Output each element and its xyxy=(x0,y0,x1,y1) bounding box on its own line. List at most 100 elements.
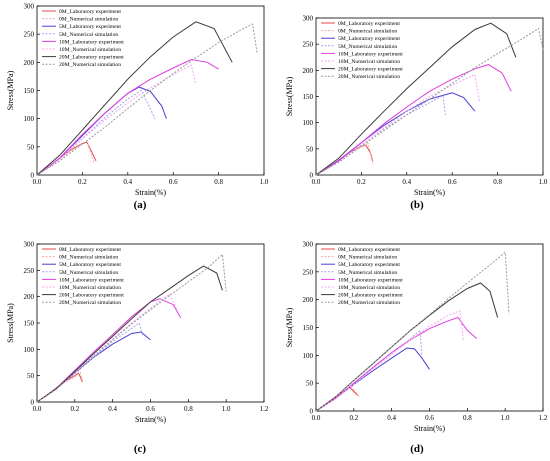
series-line-2 xyxy=(36,331,151,403)
legend-label: 20M_Laboratory experiment xyxy=(59,55,124,61)
series-line-2 xyxy=(36,86,167,176)
chart-panel-b: 0.0 0.2 0.4 0.6 0.8 1.0 0 50 100 150 200 250 300 Stra… xyxy=(285,15,548,212)
legend: 0M_Laboratory experiment 0M_Numerical sim… xyxy=(321,21,403,80)
x-tick-label: 0.2 xyxy=(349,414,358,422)
legend-label: 20M_Numerical simulation xyxy=(338,74,400,80)
panel-label: (c) xyxy=(134,443,147,455)
y-tick-label: 100 xyxy=(24,346,35,354)
x-tick-label: 0.0 xyxy=(312,414,321,422)
legend-label: 5M_Laboratory experiment xyxy=(59,262,121,268)
y-tick-label: 250 xyxy=(303,41,314,49)
x-tick-label: 0.8 xyxy=(463,414,472,422)
legend: 0M_Laboratory experiment 0M_Numerical sim… xyxy=(321,247,403,306)
legend-label: 20M_Laboratory experiment xyxy=(338,67,403,73)
x-axis-label: Strain(%) xyxy=(135,415,166,424)
series-line-3 xyxy=(36,89,156,176)
y-tick-label: 50 xyxy=(306,380,314,388)
x-tick-label: 1.0 xyxy=(260,178,269,186)
y-axis-label: Stress(MPa) xyxy=(285,307,294,347)
legend-label: 0M_Laboratory experiment xyxy=(338,21,400,27)
legend-label: 10M_Numerical simulation xyxy=(338,59,400,65)
panel-label: (d) xyxy=(410,443,424,455)
x-tick-label: 0.0 xyxy=(33,405,42,413)
series-line-6 xyxy=(315,22,517,176)
y-axis-label: Stress(MPa) xyxy=(6,70,15,110)
panel-label: (b) xyxy=(410,199,424,211)
legend: 0M_Laboratory experiment 0M_Numerical sim… xyxy=(42,9,124,68)
x-tick-label: 0.0 xyxy=(312,178,321,186)
legend-label: 5M_Numerical simulation xyxy=(338,44,397,50)
legend-label: 20M_Laboratory experiment xyxy=(59,293,124,299)
legend-label: 10M_Laboratory experiment xyxy=(59,39,124,45)
legend-label: 0M_Numerical simulation xyxy=(59,255,118,261)
series-line-7 xyxy=(36,23,258,176)
series-line-5 xyxy=(36,293,178,403)
y-tick-label: 150 xyxy=(303,93,314,101)
y-tick-label: 300 xyxy=(24,3,35,11)
y-tick-label: 0 xyxy=(310,408,314,416)
series-line-5 xyxy=(36,64,197,176)
panel-label: (a) xyxy=(134,199,147,211)
series-line-3 xyxy=(315,329,423,412)
y-tick-label: 0 xyxy=(31,399,35,407)
series-line-7 xyxy=(36,253,227,403)
x-tick-label: 0.0 xyxy=(33,178,42,186)
y-tick-label: 150 xyxy=(24,87,35,95)
y-tick-label: 200 xyxy=(303,67,314,75)
series-line-5 xyxy=(315,310,465,412)
x-tick-label: 0.4 xyxy=(123,178,132,186)
x-tick-label: 0.6 xyxy=(169,178,178,186)
y-tick-label: 0 xyxy=(31,172,35,180)
legend-label: 0M_Laboratory experiment xyxy=(59,9,121,15)
y-tick-label: 300 xyxy=(303,15,314,23)
legend-label: 20M_Numerical simulation xyxy=(338,300,400,306)
legend-label: 0M_Numerical simulation xyxy=(59,17,118,23)
chart-panel-a: 0.0 0.2 0.4 0.6 0.8 1.0 0 50 100 150 200 250 300 Stra… xyxy=(6,3,269,212)
y-tick-label: 150 xyxy=(24,320,35,328)
legend-label: 5M_Laboratory experiment xyxy=(338,36,400,42)
x-axis-label: Strain(%) xyxy=(414,424,445,433)
legend-label: 20M_Laboratory experiment xyxy=(338,293,403,299)
chart-panel-d: 0.0 0.2 0.4 0.6 0.8 1.0 1.2 0 50 100 150 200 250 300 S… xyxy=(285,241,548,456)
legend-label: 10M_Laboratory experiment xyxy=(338,51,403,57)
x-tick-label: 1.0 xyxy=(501,414,510,422)
y-tick-label: 200 xyxy=(303,296,314,304)
legend-label: 0M_Numerical simulation xyxy=(338,29,397,35)
x-tick-label: 1.0 xyxy=(222,405,231,413)
y-tick-label: 100 xyxy=(303,352,314,360)
legend-label: 20M_Numerical simulation xyxy=(59,300,121,306)
x-axis-label: Strain(%) xyxy=(135,188,166,197)
y-tick-label: 50 xyxy=(27,372,35,380)
x-tick-label: 0.2 xyxy=(78,178,87,186)
legend-label: 5M_Laboratory experiment xyxy=(59,24,121,30)
y-tick-label: 250 xyxy=(303,268,314,276)
x-tick-label: 0.2 xyxy=(70,405,79,413)
y-tick-label: 250 xyxy=(24,31,35,39)
legend-label: 20M_Numerical simulation xyxy=(59,62,121,68)
legend-label: 0M_Laboratory experiment xyxy=(338,247,400,253)
series-line-0 xyxy=(315,144,374,176)
series-line-5 xyxy=(315,73,480,176)
y-tick-label: 50 xyxy=(306,145,314,153)
series-line-1 xyxy=(315,142,374,176)
series-line-7 xyxy=(315,27,544,176)
legend-label: 5M_Numerical simulation xyxy=(59,270,118,276)
x-tick-label: 0.6 xyxy=(146,405,155,413)
legend: 0M_Laboratory experiment 0M_Numerical sim… xyxy=(42,247,124,306)
x-tick-label: 0.4 xyxy=(402,178,411,186)
x-tick-label: 0.4 xyxy=(387,414,396,422)
x-tick-label: 0.6 xyxy=(448,178,457,186)
x-tick-label: 0.2 xyxy=(357,178,366,186)
legend-label: 5M_Laboratory experiment xyxy=(338,262,400,268)
x-tick-label: 0.8 xyxy=(184,405,193,413)
legend-label: 5M_Numerical simulation xyxy=(59,32,118,38)
x-tick-label: 0.8 xyxy=(493,178,502,186)
x-tick-label: 0.4 xyxy=(108,405,117,413)
legend-label: 0M_Laboratory experiment xyxy=(59,247,121,253)
y-tick-label: 300 xyxy=(24,241,35,249)
y-axis-label: Stress(MPa) xyxy=(6,303,15,343)
series-line-4 xyxy=(315,64,512,176)
chart-panel-c: 0.0 0.2 0.4 0.6 0.8 1.0 1.2 0 50 100 150 200 250 300 S… xyxy=(6,241,269,456)
x-axis-label: Strain(%) xyxy=(414,188,445,197)
x-tick-label: 0.6 xyxy=(425,414,434,422)
